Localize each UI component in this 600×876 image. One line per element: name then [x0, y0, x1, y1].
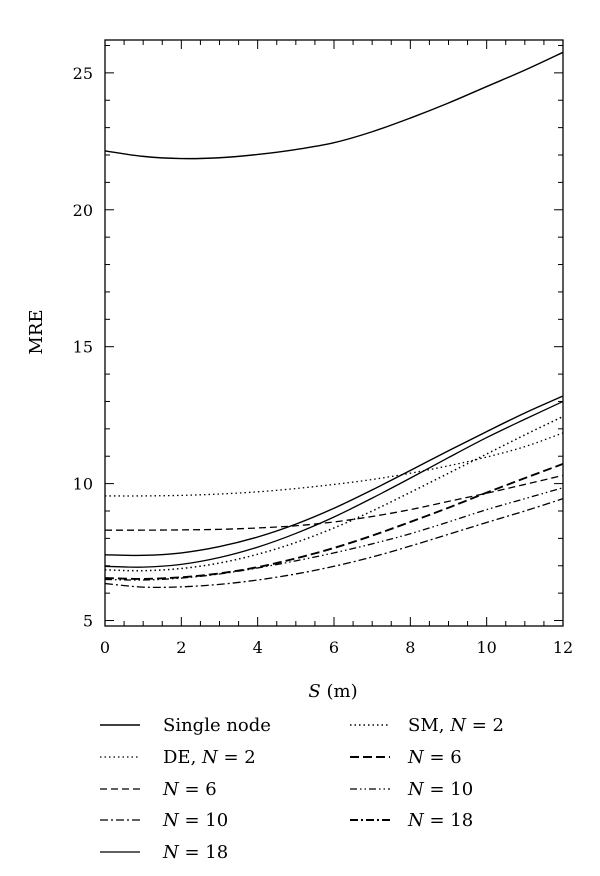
x-tick-label: 12: [553, 638, 573, 657]
legend-item: N = 10: [350, 779, 473, 800]
x-tick-label: 2: [176, 638, 186, 657]
legend-item: Single node: [100, 715, 271, 736]
series-line-8: [104, 487, 564, 581]
legend-label: SM, N = 2: [408, 715, 504, 736]
y-axis-label: MRE: [26, 309, 47, 354]
legend-item: N = 10: [100, 810, 228, 831]
series-lines: [104, 51, 564, 589]
legend-label: N = 6: [162, 779, 217, 800]
legend-item: N = 6: [100, 779, 217, 800]
series-line-3: [104, 474, 564, 531]
x-tick-label: 0: [100, 638, 110, 657]
series-line-2: [104, 432, 564, 497]
series-line-1: [104, 51, 564, 160]
series-line-5: [104, 400, 564, 568]
x-axis-unit: (m): [321, 681, 358, 702]
legend-item: N = 18: [350, 810, 473, 831]
x-tick-label: 10: [476, 638, 496, 657]
x-tick-labels: 0 2 4 6 8 10 12: [100, 638, 573, 657]
series-line-6: [104, 415, 564, 572]
legend-label: N = 10: [162, 810, 228, 831]
plot-border: [104, 39, 564, 627]
y-tick-labels: 5 10 15 20 25: [73, 64, 93, 631]
legend-label: N = 18: [162, 842, 228, 863]
legend-label: N = 6: [407, 747, 462, 768]
legend-item: N = 18: [100, 842, 228, 863]
legend-label: N = 18: [407, 810, 473, 831]
y-tick-label: 10: [73, 475, 93, 494]
x-axis-label: S (m): [308, 681, 357, 702]
x-tick-label: 8: [405, 638, 415, 657]
x-tick-label: 6: [329, 638, 339, 657]
legend-label: N = 10: [407, 779, 473, 800]
legend: Single node DE, N = 2 N = 6 N = 10 N = 18 SM,…: [100, 715, 504, 863]
legend-item: DE, N = 2: [100, 747, 256, 768]
plot-frame: [104, 39, 564, 627]
series-line-4: [104, 498, 564, 589]
x-tick-label: 4: [253, 638, 263, 657]
y-tick-label: 20: [73, 201, 93, 220]
series-line-9: [104, 395, 564, 557]
legend-item: SM, N = 2: [350, 715, 504, 736]
x-axis-variable: S: [308, 681, 320, 702]
legend-label: Single node: [163, 715, 271, 736]
axis-ticks: [104, 40, 564, 626]
y-tick-label: 5: [83, 612, 93, 631]
y-tick-label: 15: [73, 338, 93, 357]
series-line-7: [104, 462, 564, 580]
legend-label: DE, N = 2: [163, 747, 256, 768]
y-tick-label: 25: [73, 64, 93, 83]
legend-item: N = 6: [350, 747, 462, 768]
